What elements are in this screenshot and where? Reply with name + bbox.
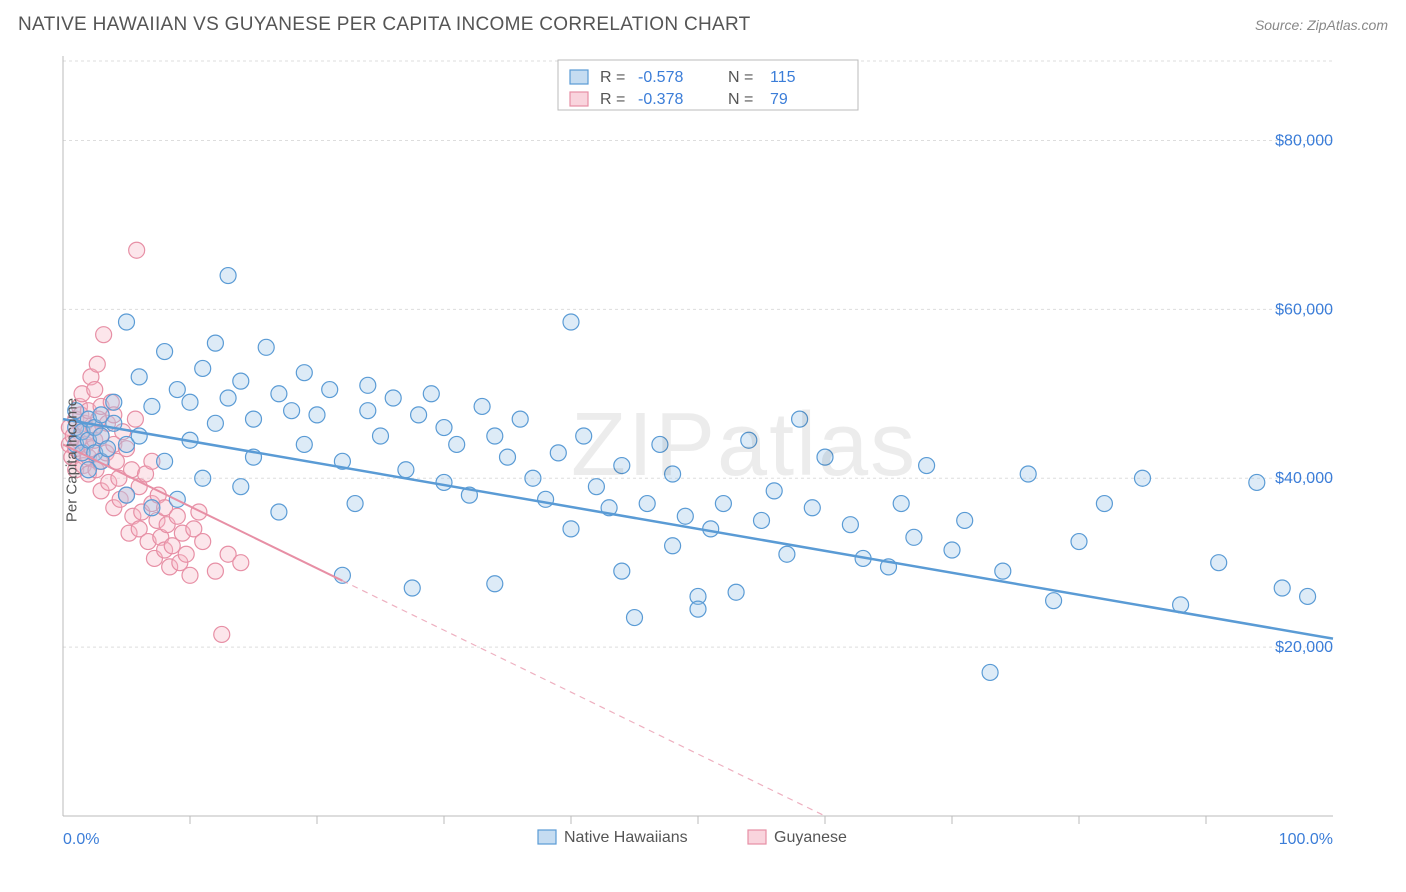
svg-text:Native Hawaiians: Native Hawaiians (564, 829, 688, 846)
svg-text:79: 79 (770, 91, 788, 108)
scatter-chart: $20,000 $40,000 $60,000 $80,000 0.0% 100.0% R … (18, 46, 1348, 846)
svg-text:-0.378: -0.378 (638, 91, 683, 108)
svg-text:$80,000: $80,000 (1275, 132, 1333, 149)
svg-text:100.0%: 100.0% (1279, 831, 1333, 846)
svg-text:$60,000: $60,000 (1275, 301, 1333, 318)
y-axis-label: Per Capita Income (64, 398, 81, 522)
source-label: Source: ZipAtlas.com (1255, 17, 1388, 33)
svg-text:R =: R = (600, 69, 625, 86)
svg-text:$40,000: $40,000 (1275, 470, 1333, 487)
svg-text:R =: R = (600, 91, 625, 108)
svg-text:$20,000: $20,000 (1275, 639, 1333, 656)
svg-text:0.0%: 0.0% (63, 831, 99, 846)
chart-title: NATIVE HAWAIIAN VS GUYANESE PER CAPITA I… (18, 14, 751, 36)
svg-text:N =: N = (728, 91, 753, 108)
svg-text:N =: N = (728, 69, 753, 86)
svg-text:115: 115 (770, 69, 796, 86)
chart-container: Per Capita Income $20,000$40,000$60,000$… (18, 46, 1388, 874)
svg-text:Guyanese: Guyanese (774, 829, 847, 846)
svg-text:-0.578: -0.578 (638, 69, 683, 86)
